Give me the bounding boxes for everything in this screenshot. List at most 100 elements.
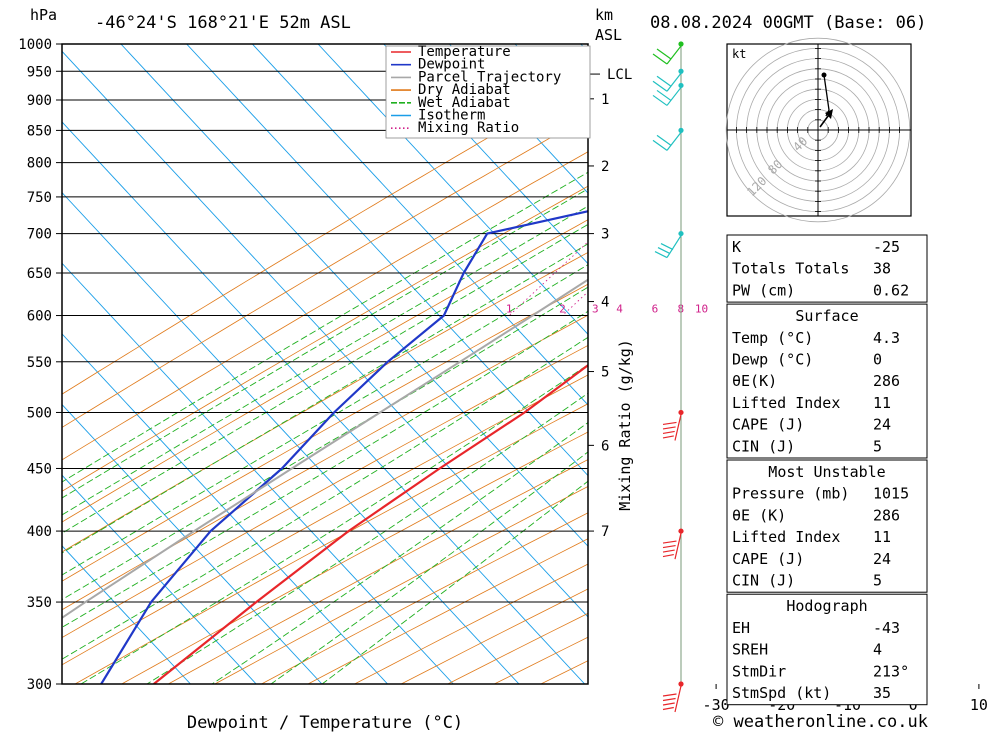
pressure-tick-label: 450	[27, 461, 52, 477]
dry-adiabat-line	[62, 344, 588, 639]
km-tick-label: 7	[601, 524, 609, 540]
index-label: CAPE (J)	[732, 416, 804, 434]
plot-frame	[61, 43, 589, 685]
mixing-ratio-label: 1	[506, 303, 513, 316]
index-label: CIN (J)	[732, 572, 795, 590]
wind-barb-dot	[678, 528, 684, 534]
location-title: -46°24'S 168°21'E 52m ASL	[95, 13, 351, 33]
pressure-tick-label: 750	[27, 190, 52, 206]
legend-box	[385, 45, 591, 139]
grid-layer	[62, 44, 588, 684]
hpa-unit-label: hPa	[30, 6, 57, 24]
asl-unit-label: ASL	[595, 26, 622, 44]
wind-barb-dot	[678, 409, 684, 416]
index-value: 1015	[873, 485, 909, 503]
isotherm-line	[449, 44, 588, 194]
hodograph-unit: kt	[732, 47, 746, 61]
dry-adiabat-line	[62, 283, 588, 582]
isotherm-line	[62, 333, 388, 684]
wind-barb	[662, 528, 684, 560]
wind-barb	[652, 127, 684, 151]
index-label: K	[732, 238, 741, 256]
index-label: Dewp (°C)	[732, 351, 813, 369]
index-value: -25	[873, 238, 900, 256]
wind-barb-dot	[678, 127, 684, 133]
wind-barb-dot	[678, 68, 684, 74]
legend-entry: Mixing Ratio	[418, 120, 519, 136]
index-label: CAPE (J)	[732, 550, 804, 568]
km-tick-label: 6	[601, 438, 609, 454]
index-label: SREH	[732, 641, 768, 659]
profile-layer	[62, 210, 588, 684]
index-table-box	[726, 303, 928, 459]
x-axis-title: Dewpoint / Temperature (°C)	[187, 713, 463, 733]
wind-barb-dot	[678, 681, 684, 687]
mixing-ratio-label: 4	[616, 303, 623, 316]
pressure-tick-label: 600	[27, 309, 52, 325]
pressure-tick-label: 650	[27, 266, 52, 282]
index-label: θE(K)	[732, 372, 777, 390]
isotherm-line	[383, 44, 588, 265]
wind-profile	[652, 41, 684, 713]
datetime-title: 08.08.2024 00GMT (Base: 06)	[650, 13, 926, 33]
wet-adiabat-line	[211, 421, 588, 684]
index-label: StmDir	[732, 662, 786, 680]
index-label: EH	[732, 619, 750, 637]
index-value: 0	[873, 351, 882, 369]
isotherm-line	[62, 262, 454, 684]
legend-entry: Dry Adiabat	[418, 82, 511, 98]
mixing-ratio-label: 2	[559, 303, 566, 316]
legend-entry: Parcel Trajectory	[418, 69, 561, 85]
storm-motion-arrowhead	[825, 109, 833, 119]
index-value: 11	[873, 528, 891, 546]
wind-barb	[652, 41, 684, 65]
x-tick-label: 10	[970, 696, 988, 714]
wind-barb-dot	[678, 41, 684, 47]
index-label: CIN (J)	[732, 437, 795, 455]
index-value: -43	[873, 619, 900, 637]
dewpoint-series	[100, 210, 588, 684]
mixing-ratio-label: 10	[695, 303, 708, 316]
km-unit-label: km	[595, 6, 613, 24]
index-table-box	[726, 234, 928, 303]
wet-adiabat-line	[62, 188, 588, 499]
isotherm-line	[62, 545, 191, 684]
index-label: Totals Totals	[732, 260, 849, 278]
pressure-tick-label: 900	[27, 93, 52, 109]
index-value: 4	[873, 641, 882, 659]
dry-adiabat-line	[121, 431, 588, 684]
dry-adiabat-line	[62, 151, 588, 461]
wet-adiabat-line	[146, 392, 588, 684]
index-table-box	[726, 459, 928, 593]
isotherm-line	[251, 44, 588, 406]
dry-adiabat-line	[74, 403, 588, 684]
index-table-title: Surface	[795, 307, 858, 325]
temperature-series	[153, 363, 588, 684]
pressure-tick-label: 1000	[18, 37, 52, 53]
isotherm-line	[62, 121, 586, 684]
pressure-tick-label: 550	[27, 355, 52, 371]
pressure-tick-label: 400	[27, 524, 52, 540]
index-label: PW (cm)	[732, 281, 795, 299]
index-table-title: Most Unstable	[768, 463, 885, 481]
index-label: θE (K)	[732, 506, 786, 524]
dry-adiabat-line	[62, 374, 588, 666]
index-value: 4.3	[873, 329, 900, 347]
index-value: 213°	[873, 662, 909, 680]
km-tick-label: 4	[601, 295, 609, 311]
index-label: Pressure (mb)	[732, 485, 849, 503]
pressure-tick-label: 950	[27, 64, 52, 80]
wind-barb	[652, 68, 684, 92]
index-value: 5	[873, 572, 882, 590]
index-value: 11	[873, 394, 891, 412]
index-label: Temp (°C)	[732, 329, 813, 347]
wet-adiabat-line	[80, 364, 588, 684]
index-value: 35	[873, 684, 891, 702]
index-value: 24	[873, 416, 891, 434]
isotherm-line	[62, 403, 323, 684]
mixing-ratio-axis-title: Mixing Ratio (g/kg)	[616, 339, 634, 511]
index-value: 286	[873, 506, 900, 524]
x-tick-label: -30	[703, 696, 730, 714]
